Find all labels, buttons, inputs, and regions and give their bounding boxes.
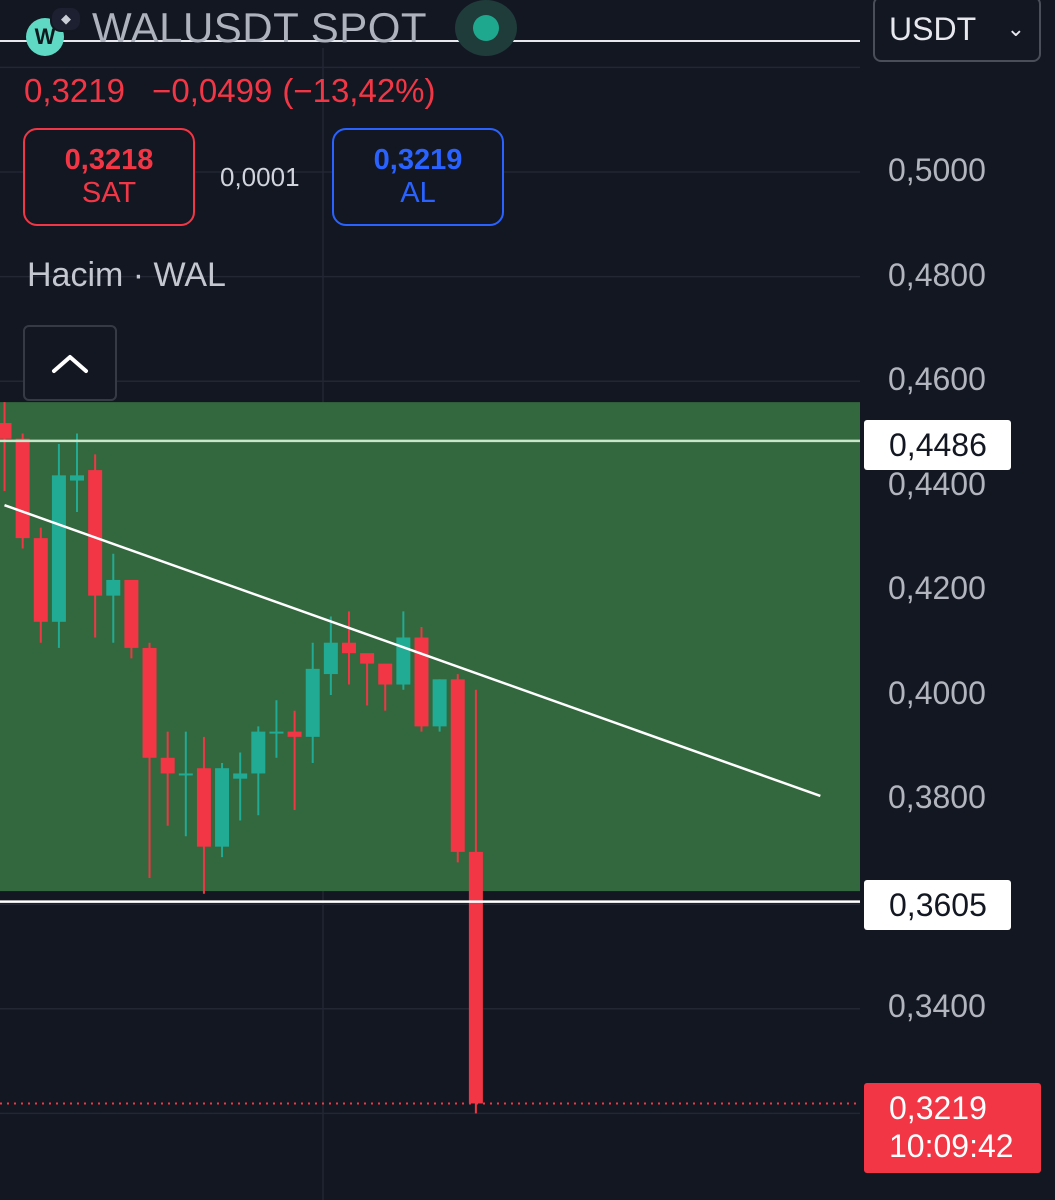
diamond-icon: ◆ <box>50 6 82 32</box>
y-axis-tick: 0,3400 <box>888 988 986 1024</box>
candle-body <box>341 642 356 654</box>
lower-line-price-tag[interactable]: 0,3605 <box>864 880 1011 930</box>
chevron-down-icon: ⌄ <box>1006 16 1025 41</box>
collapse-button[interactable] <box>23 325 117 401</box>
candle-body <box>269 731 284 734</box>
candle-body <box>251 731 266 774</box>
y-axis-tick: 0,4800 <box>888 257 986 293</box>
chevron-up-icon <box>52 355 88 373</box>
trendline[interactable] <box>4 503 821 798</box>
sell-button[interactable]: 0,3218 SAT <box>23 128 195 226</box>
candle-body <box>432 679 447 727</box>
spread-value: 0,0001 <box>220 162 300 192</box>
sell-label: SAT <box>81 177 137 209</box>
candle-body <box>124 579 139 648</box>
volume-indicator-label[interactable]: Hacim · WAL <box>27 256 226 294</box>
symbol-title[interactable]: WALUSDT SPOT <box>92 4 428 51</box>
candle-body <box>33 538 48 622</box>
currency-value: USDT <box>889 10 977 47</box>
candle-body <box>0 423 12 439</box>
currency-select[interactable]: USDT ⌄ <box>873 0 1041 62</box>
y-axis-tick: 0,5000 <box>888 152 986 188</box>
highlight-zone <box>0 402 860 892</box>
candle-body <box>378 663 393 685</box>
candle-body <box>142 647 157 758</box>
y-axis-tick: 0,4400 <box>888 466 986 502</box>
sell-price: 0,3218 <box>64 143 154 176</box>
candle-body <box>287 731 302 737</box>
buy-label: AL <box>400 177 436 209</box>
candle-body <box>51 475 66 622</box>
buy-price: 0,3219 <box>373 143 463 176</box>
last-price-tag[interactable]: 0,3219 10:09:42 <box>864 1083 1041 1173</box>
logo-letter: W <box>34 24 56 49</box>
candles <box>0 402 483 1114</box>
candle-body <box>305 668 320 737</box>
y-axis-tick: 0,3800 <box>888 779 986 815</box>
price-change: −0,0499 <box>152 72 273 109</box>
candle-body <box>88 470 103 596</box>
status-dot-icon <box>473 15 499 41</box>
y-axis-tick: 0,4200 <box>888 570 986 606</box>
candle-body <box>215 768 230 847</box>
candle-body <box>178 773 193 776</box>
last-price: 0,3219 <box>24 72 125 109</box>
candle-body <box>15 438 30 539</box>
candle-body <box>323 642 338 675</box>
y-axis-tick: 0,4600 <box>888 361 986 397</box>
candle-body <box>450 679 465 852</box>
candle-body <box>414 637 429 727</box>
y-axis-tick: 0,4000 <box>888 675 986 711</box>
candle-body <box>70 475 85 481</box>
candle-body <box>468 851 483 1104</box>
candle-countdown: 10:09:42 <box>889 1128 1014 1164</box>
upper-line-price-tag[interactable]: 0,4486 <box>864 420 1011 470</box>
candle-body <box>106 579 121 596</box>
candle-body <box>160 757 175 774</box>
candle-body <box>360 653 375 664</box>
market-status-indicator[interactable] <box>455 0 517 56</box>
price-summary: 0,3219 −0,0499 (−13,42%) <box>24 72 454 110</box>
buy-button[interactable]: 0,3219 AL <box>332 128 504 226</box>
last-price-tag-value: 0,3219 <box>889 1090 987 1127</box>
candle-body <box>196 768 211 847</box>
candle-body <box>233 773 248 779</box>
price-change-percent: (−13,42%) <box>282 72 436 109</box>
